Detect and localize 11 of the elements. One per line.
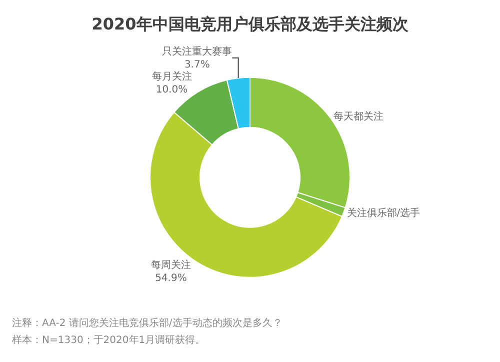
chart-title: 2020年中国电竞用户俱乐部及选手关注频次 bbox=[92, 14, 410, 34]
slice-label: 关注俱乐部/选手 bbox=[346, 206, 420, 219]
slice-label: 每周关注 bbox=[150, 258, 191, 271]
slice-label: 每月关注 bbox=[152, 70, 192, 82]
slice-label: 每天都关注 bbox=[334, 110, 384, 122]
data-label: 3.7% bbox=[184, 59, 210, 70]
text: 样本：N=1330；于2020年1月调研获得。 bbox=[12, 334, 206, 346]
data-label: 54.9% bbox=[155, 272, 187, 284]
slice-label: 只关注重大赛事 bbox=[162, 45, 232, 58]
data-label: 10.0% bbox=[156, 84, 188, 96]
text: 注释：AA-2 请问您关注电竞俱乐部/选手动态的频次是多久？ bbox=[12, 317, 282, 329]
